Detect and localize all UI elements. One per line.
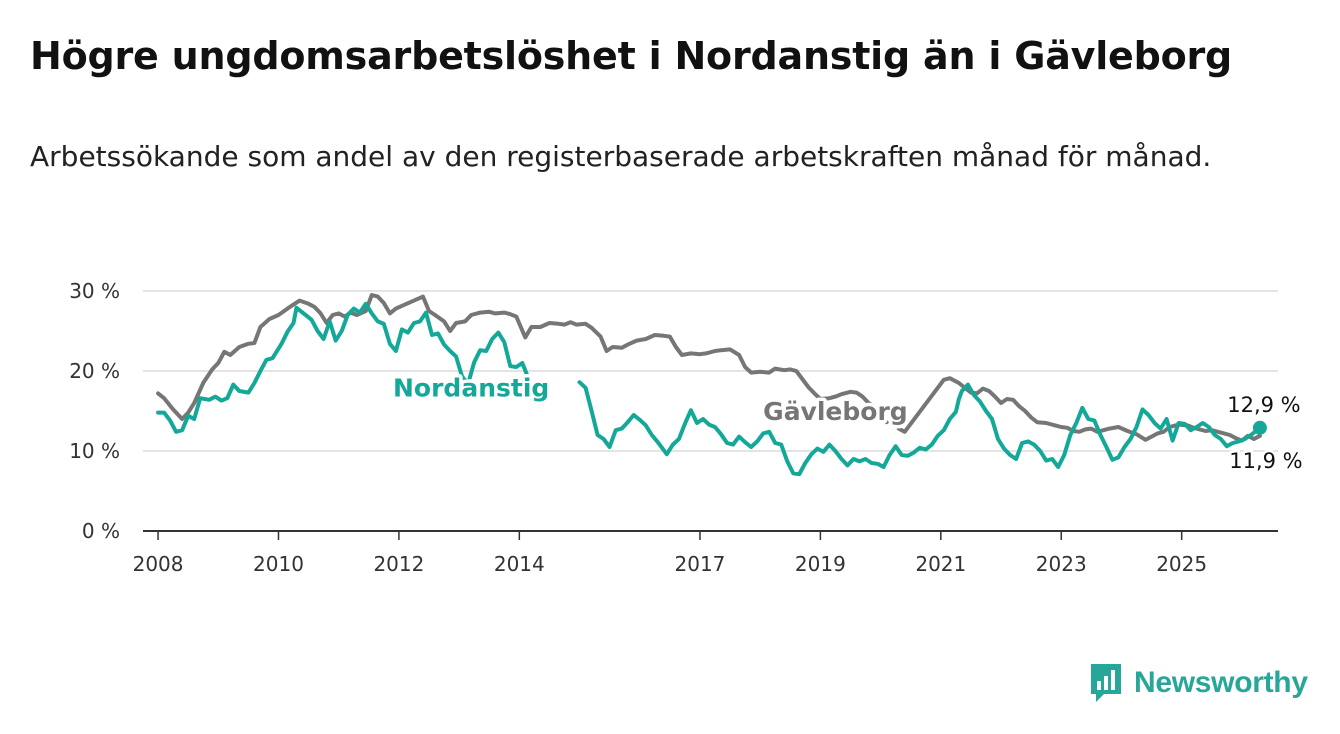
series-lines [156,293,1262,477]
series-line-g-vleborg-b [896,376,1262,443]
x-tick-label: 2021 [915,552,966,576]
series-line-nordanstig [156,301,531,434]
series-line-g-vleborg [156,293,889,425]
x-tick-label: 2008 [133,552,184,576]
x-tick-label: 2014 [494,552,545,576]
series-line-nordanstig-b [577,380,1262,477]
y-tick-label: 20 % [69,359,120,383]
brand-name: Newsworthy [1134,666,1308,699]
y-tick-label: 10 % [69,439,120,463]
page-title: Högre ungdomsarbetslöshet i Nordanstig ä… [30,34,1233,78]
page-subtitle: Arbetssökande som andel av den registerb… [30,140,1212,173]
x-tick-label: 2017 [675,552,726,576]
grid-lines [143,290,1278,452]
end-label-gavleborg: 11,9 % [1229,449,1302,473]
x-axis [143,530,1278,540]
tick-labels: 0 % 10 % 20 % 30 % 2008 2010 2012 2014 2017 2019 2… [69,279,1207,576]
x-tick-label: 2010 [253,552,304,576]
x-tick-label: 2023 [1036,552,1087,576]
y-tick-label: 30 % [69,279,120,303]
x-tick-label: 2025 [1156,552,1207,576]
newsworthy-brand: Newsworthy [1088,661,1308,705]
x-tick-label: 2012 [373,552,424,576]
newsworthy-logo-icon [1091,664,1121,702]
end-marker-nordanstig [1252,420,1267,435]
series-label-g-vleborg: Gävleborg [763,397,908,426]
x-tick-label: 2019 [795,552,846,576]
end-label-nordanstig: 12,9 % [1227,393,1300,417]
series-labels: Gävleborg Nordanstig 12,9 % 11,9 % [390,370,1306,475]
y-tick-label: 0 % [82,519,120,543]
series-label-nordanstig: Nordanstig [393,374,549,403]
